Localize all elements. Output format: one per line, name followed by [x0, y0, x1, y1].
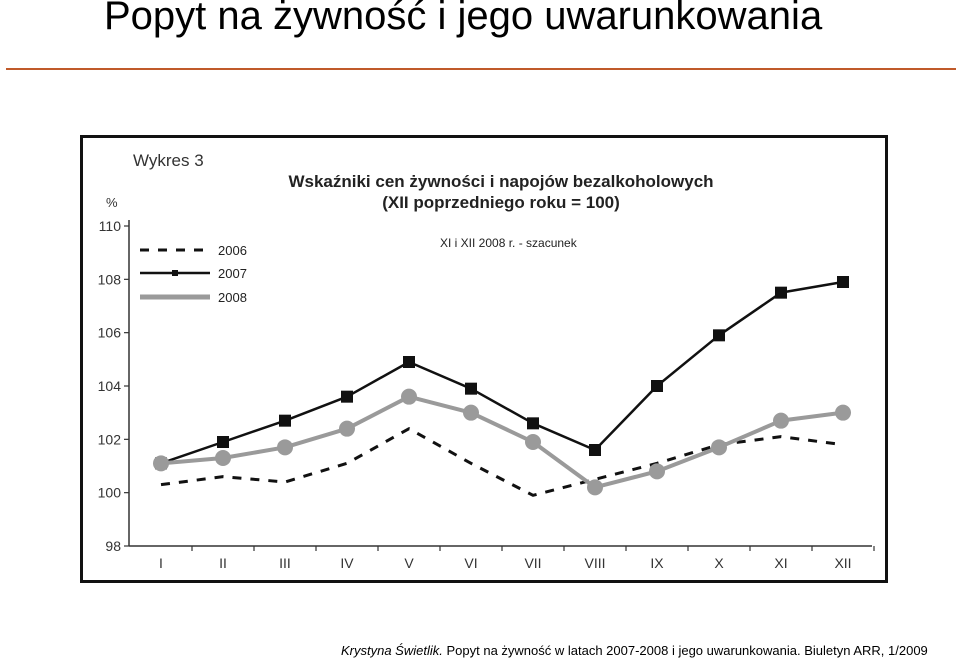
x-tick-label: VII	[524, 555, 541, 571]
chart-subtitle: (XII poprzedniego roku = 100)	[382, 193, 620, 212]
x-tick-label: VIII	[584, 555, 605, 571]
y-tick-label: 98	[105, 538, 121, 554]
chart-title: Wskaźniki cen żywności i napojów bezalko…	[288, 172, 713, 191]
x-tick-label: IV	[340, 555, 354, 571]
data-point-2008	[463, 404, 479, 421]
y-tick-label: 110	[99, 218, 122, 234]
y-tick-label: 108	[98, 271, 122, 287]
legend-label-2007: 2007	[218, 266, 247, 281]
y-tick-label: 106	[98, 325, 122, 341]
legend-label-2008: 2008	[218, 290, 247, 305]
y-tick-label: 100	[98, 485, 122, 501]
chart-frame	[80, 135, 888, 583]
data-point-2007	[217, 436, 229, 448]
legend-marker-2007	[172, 270, 178, 276]
chart-annotation: XI i XII 2008 r. - szacunek	[440, 236, 578, 250]
data-point-2008	[649, 463, 665, 480]
x-tick-label: XII	[834, 555, 851, 571]
legend-label-2006: 2006	[218, 243, 247, 258]
x-tick-label: XI	[774, 555, 787, 571]
data-point-2008	[277, 439, 293, 456]
caption-text: Popyt na żywność w latach 2007-2008 i je…	[442, 643, 928, 658]
data-point-2007	[713, 329, 725, 342]
caption: Krystyna Świetlik. Popyt na żywność w la…	[341, 643, 928, 658]
x-tick-label: VI	[464, 555, 477, 571]
data-point-2007	[589, 444, 601, 456]
data-point-2007	[403, 356, 415, 368]
x-tick-label: IX	[650, 555, 664, 571]
x-tick-label: II	[219, 555, 227, 571]
data-point-2008	[525, 434, 541, 450]
x-tick-label: III	[279, 555, 291, 571]
chart-label: Wykres 3	[133, 151, 204, 170]
series-line-2008	[160, 394, 844, 490]
data-point-2008	[215, 450, 231, 466]
data-point-2007	[465, 382, 477, 395]
x-tick-label: X	[714, 555, 724, 571]
data-point-2007	[651, 380, 663, 392]
series-line-2006	[160, 427, 844, 497]
legend: 2006 2007 2008	[140, 243, 247, 305]
data-point-2008	[401, 388, 417, 405]
y-tick-label: 104	[98, 378, 122, 394]
data-point-2008	[153, 455, 169, 472]
data-point-2008	[773, 412, 789, 429]
series-line-2007	[160, 280, 844, 465]
series-layer	[153, 276, 851, 497]
data-point-2008	[587, 479, 603, 496]
y-axis-label: %	[106, 195, 118, 210]
data-point-2007	[527, 417, 539, 430]
data-point-2007	[341, 390, 353, 403]
data-point-2008	[339, 420, 355, 437]
data-point-2008	[835, 404, 851, 421]
caption-author: Krystyna Świetlik.	[341, 643, 443, 658]
y-tick-label: 102	[98, 431, 122, 447]
data-point-2007	[775, 286, 787, 299]
x-tick-label: V	[404, 555, 414, 571]
title-rule	[6, 68, 956, 70]
slide-title: Popyt na żywność i jego uwarunkowania	[104, 0, 823, 38]
data-point-2008	[711, 439, 727, 456]
data-point-2007	[837, 276, 849, 288]
x-tick-label: I	[159, 555, 163, 571]
data-point-2007	[279, 414, 291, 427]
